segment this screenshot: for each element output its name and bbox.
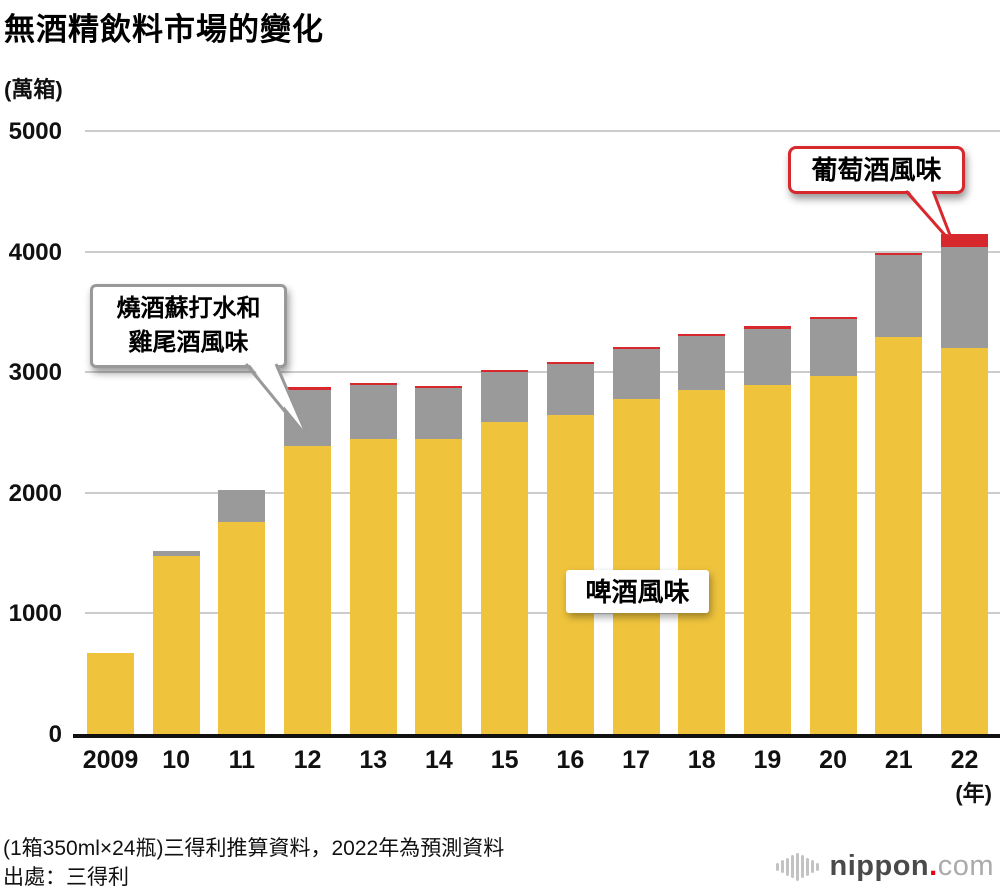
callout-beer-label: 啤酒風味 <box>585 576 690 607</box>
y-axis-label-3000: 3000 <box>8 359 62 387</box>
bar-21 <box>875 252 923 734</box>
gridline-2000 <box>85 491 1000 494</box>
soundwave-icon <box>775 852 821 881</box>
bar-segment-18-啤酒風味 <box>678 389 726 734</box>
gridline-3000 <box>85 371 1000 374</box>
bar-segment-18-燒酒蘇打水和雞尾酒風味 <box>678 336 726 390</box>
wine-tail-fill <box>906 188 951 238</box>
x-axis-label-20: 20 <box>819 746 847 774</box>
bar-segment-19-燒酒蘇打水和雞尾酒風味 <box>743 328 791 385</box>
chart-title: 無酒精飲料市場的變化 <box>4 12 324 47</box>
wine-tail-edge <box>904 190 949 239</box>
bar-18 <box>678 333 726 734</box>
x-axis-label-15: 15 <box>490 746 519 774</box>
gridline-1000 <box>85 612 1000 615</box>
bar-segment-12-啤酒風味 <box>284 445 332 734</box>
bar-16 <box>546 361 594 734</box>
bar-17 <box>612 346 660 734</box>
bar-segment-20-燒酒蘇打水和雞尾酒風味 <box>809 319 857 377</box>
bar-segment-22-啤酒風味 <box>940 348 988 734</box>
y-axis-label-4000: 4000 <box>8 238 62 266</box>
x-axis-label-2009: 2009 <box>82 746 139 774</box>
bar-segment-19-啤酒風味 <box>743 384 791 734</box>
x-axis-line <box>73 734 1000 738</box>
bar-15 <box>481 369 529 734</box>
bar-13 <box>349 383 397 734</box>
bar-segment-15-燒酒蘇打水和雞尾酒風味 <box>481 372 529 422</box>
bar-12 <box>284 387 332 734</box>
bar-segment-11-燒酒蘇打水和雞尾酒風味 <box>218 489 266 522</box>
callout-beer: 啤酒風味 <box>566 570 709 613</box>
bar-segment-16-燒酒蘇打水和雞尾酒風味 <box>546 364 594 415</box>
y-axis-label-1000: 1000 <box>8 600 62 628</box>
bar-segment-20-啤酒風味 <box>809 376 857 734</box>
x-axis-label-22: 22 <box>950 746 979 774</box>
bar-10 <box>152 550 200 734</box>
bar-segment-13-啤酒風味 <box>349 439 397 734</box>
bar-segment-14-葡萄酒風味 <box>415 386 463 389</box>
bar-segment-14-燒酒蘇打水和雞尾酒風味 <box>415 388 463 439</box>
bar-segment-16-葡萄酒風味 <box>546 361 594 365</box>
x-axis-label-12: 12 <box>293 746 322 774</box>
bar-segment-17-葡萄酒風味 <box>612 346 660 350</box>
logo-tld: com <box>937 850 994 882</box>
x-axis-label-13: 13 <box>359 746 388 774</box>
bar-22 <box>940 233 988 734</box>
nippon-com-logo[interactable]: nippon.com <box>775 850 995 883</box>
source-label: 出處：三得利 <box>3 866 129 889</box>
bar-14 <box>415 386 463 734</box>
bar-segment-10-啤酒風味 <box>152 556 200 734</box>
bar-segment-15-啤酒風味 <box>481 421 529 734</box>
logo-name: nippon <box>829 850 930 882</box>
bar-segment-11-啤酒風味 <box>218 521 266 734</box>
x-axis-year-suffix: (年) <box>955 781 992 806</box>
bar-segment-2009-啤酒風味 <box>87 653 134 734</box>
callout-wine: 葡萄酒風味 <box>788 146 965 194</box>
x-axis-label-16: 16 <box>556 746 585 774</box>
bar-segment-17-啤酒風味 <box>612 398 660 734</box>
x-axis-label-19: 19 <box>753 746 782 774</box>
bar-segment-22-葡萄酒風味 <box>940 233 988 247</box>
x-axis-label-14: 14 <box>425 746 453 774</box>
bar-segment-21-燒酒蘇打水和雞尾酒風味 <box>875 255 923 337</box>
logo-dot: . <box>929 850 938 882</box>
bar-20 <box>809 316 857 734</box>
footnote: (1箱350ml×24瓶)三得利推算資料，2022年為預測資料 <box>3 837 505 860</box>
bar-segment-18-葡萄酒風味 <box>678 333 726 336</box>
bar-segment-15-葡萄酒風味 <box>481 369 529 373</box>
callout-shochu-line2: 雞尾酒風味 <box>128 329 249 356</box>
y-axis-unit-label: (萬箱) <box>4 77 63 102</box>
bar-segment-17-燒酒蘇打水和雞尾酒風味 <box>612 349 660 399</box>
bar-segment-21-葡萄酒風味 <box>875 252 923 256</box>
bar-segment-13-葡萄酒風味 <box>349 383 397 386</box>
x-axis-label-21: 21 <box>884 746 913 774</box>
bar-19 <box>743 326 791 734</box>
bar-segment-12-燒酒蘇打水和雞尾酒風味 <box>284 389 332 446</box>
y-axis-label-5000: 5000 <box>8 118 62 145</box>
bar-segment-19-葡萄酒風味 <box>743 326 791 329</box>
bar-2009 <box>87 653 134 734</box>
gridline-4000 <box>85 250 1000 253</box>
callout-shochu-cocktail: 燒酒蘇打水和 雞尾酒風味 <box>90 284 287 368</box>
callout-wine-label: 葡萄酒風味 <box>811 155 942 185</box>
callout-shochu-line1: 燒酒蘇打水和 <box>116 295 261 322</box>
bar-segment-14-啤酒風味 <box>415 438 463 734</box>
x-axis-label-17: 17 <box>622 746 650 774</box>
bar-segment-21-啤酒風味 <box>875 336 923 734</box>
x-axis-label-11: 11 <box>228 746 256 774</box>
x-axis-label-18: 18 <box>687 746 716 774</box>
x-axis-label-10: 10 <box>162 746 191 774</box>
bar-segment-20-葡萄酒風味 <box>809 316 857 320</box>
bar-11 <box>218 489 266 734</box>
bar-segment-10-燒酒蘇打水和雞尾酒風味 <box>152 550 200 557</box>
gridline-5000 <box>85 130 1000 132</box>
y-axis-label-0: 0 <box>48 721 62 748</box>
y-axis-label-2000: 2000 <box>8 479 62 507</box>
bar-segment-13-燒酒蘇打水和雞尾酒風味 <box>349 385 397 440</box>
bar-segment-22-燒酒蘇打水和雞尾酒風味 <box>940 246 988 349</box>
wine-tail-edge <box>931 190 953 240</box>
